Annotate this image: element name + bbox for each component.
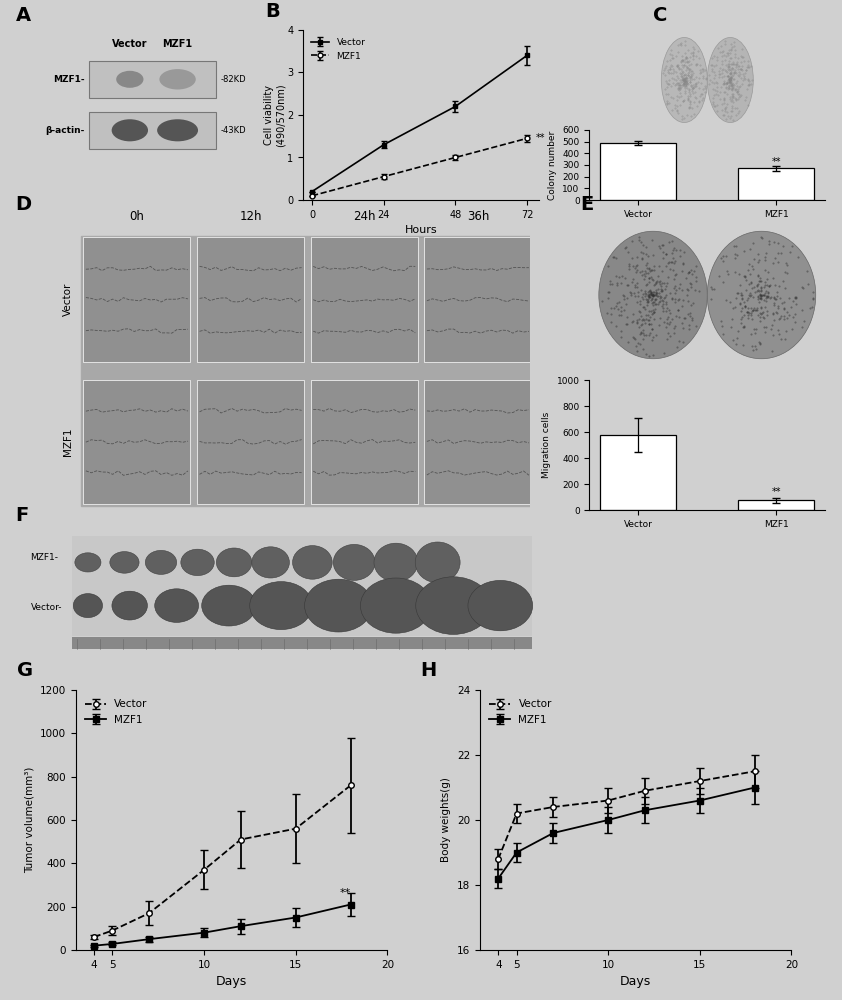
Ellipse shape: [202, 585, 256, 626]
FancyBboxPatch shape: [81, 236, 534, 506]
Text: -82KD: -82KD: [221, 75, 247, 84]
Text: **: **: [771, 157, 781, 167]
Text: MZF1-: MZF1-: [53, 75, 84, 84]
Text: A: A: [16, 6, 31, 25]
Y-axis label: Body weights(g): Body weights(g): [441, 778, 451, 862]
Text: **: **: [339, 888, 351, 898]
Text: 36h: 36h: [466, 210, 489, 223]
FancyBboxPatch shape: [424, 237, 531, 362]
Legend: Vector, MZF1: Vector, MZF1: [81, 695, 152, 729]
Ellipse shape: [416, 577, 491, 634]
Text: β-actin-: β-actin-: [45, 126, 84, 135]
Ellipse shape: [146, 550, 177, 574]
Ellipse shape: [333, 544, 375, 580]
Ellipse shape: [374, 543, 418, 582]
Bar: [738, 500, 814, 510]
Y-axis label: Cell viability
(490/570nm): Cell viability (490/570nm): [264, 83, 285, 147]
Bar: [600, 435, 676, 510]
Y-axis label: Colony number: Colony number: [548, 130, 557, 200]
Ellipse shape: [707, 37, 754, 122]
Y-axis label: Migration cells: Migration cells: [542, 412, 552, 478]
Text: B: B: [265, 2, 280, 21]
Text: F: F: [15, 506, 28, 525]
Text: Vector-: Vector-: [30, 603, 62, 612]
Ellipse shape: [116, 71, 143, 88]
FancyBboxPatch shape: [72, 536, 531, 636]
Text: H: H: [421, 661, 437, 680]
FancyBboxPatch shape: [424, 379, 531, 504]
Text: E: E: [580, 195, 594, 214]
FancyBboxPatch shape: [83, 237, 190, 362]
Ellipse shape: [157, 119, 198, 141]
Text: G: G: [17, 661, 33, 680]
Ellipse shape: [159, 69, 196, 90]
Ellipse shape: [661, 37, 707, 122]
Ellipse shape: [216, 548, 252, 577]
X-axis label: Days: Days: [620, 975, 652, 988]
Text: 24h: 24h: [353, 210, 376, 223]
Text: MZF1: MZF1: [63, 428, 73, 456]
FancyBboxPatch shape: [89, 112, 216, 149]
Text: D: D: [15, 195, 31, 214]
FancyBboxPatch shape: [197, 379, 304, 504]
FancyBboxPatch shape: [197, 237, 304, 362]
Ellipse shape: [707, 231, 816, 359]
Text: Vector: Vector: [63, 283, 73, 316]
Ellipse shape: [109, 552, 139, 573]
Text: **: **: [536, 133, 546, 143]
Ellipse shape: [155, 589, 199, 622]
Text: Vector: Vector: [112, 39, 147, 49]
Text: C: C: [653, 6, 668, 25]
Ellipse shape: [360, 578, 431, 633]
Ellipse shape: [112, 119, 148, 141]
Ellipse shape: [250, 582, 312, 630]
Ellipse shape: [415, 542, 460, 583]
X-axis label: Days: Days: [216, 975, 248, 988]
FancyBboxPatch shape: [83, 379, 190, 504]
Y-axis label: Tumor volume(mm³): Tumor volume(mm³): [24, 767, 35, 873]
Legend: Vector, MZF1: Vector, MZF1: [485, 695, 556, 729]
Ellipse shape: [468, 580, 533, 631]
Ellipse shape: [292, 546, 333, 579]
Text: **: **: [771, 487, 781, 497]
X-axis label: Hours: Hours: [405, 225, 437, 235]
FancyBboxPatch shape: [311, 237, 418, 362]
Ellipse shape: [599, 231, 707, 359]
Text: -43KD: -43KD: [221, 126, 247, 135]
Ellipse shape: [73, 594, 103, 618]
Text: MZF1: MZF1: [163, 39, 193, 49]
Ellipse shape: [305, 579, 372, 632]
Bar: [600, 143, 676, 200]
Bar: [738, 168, 814, 200]
Text: MZF1-: MZF1-: [30, 553, 58, 562]
Ellipse shape: [181, 549, 214, 576]
Ellipse shape: [112, 591, 147, 620]
Ellipse shape: [75, 553, 101, 572]
Legend: Vector, MZF1: Vector, MZF1: [307, 35, 369, 64]
Text: 0h: 0h: [130, 210, 144, 223]
FancyBboxPatch shape: [89, 61, 216, 98]
Text: 12h: 12h: [239, 210, 262, 223]
FancyBboxPatch shape: [72, 637, 531, 649]
FancyBboxPatch shape: [311, 379, 418, 504]
Ellipse shape: [252, 547, 290, 578]
